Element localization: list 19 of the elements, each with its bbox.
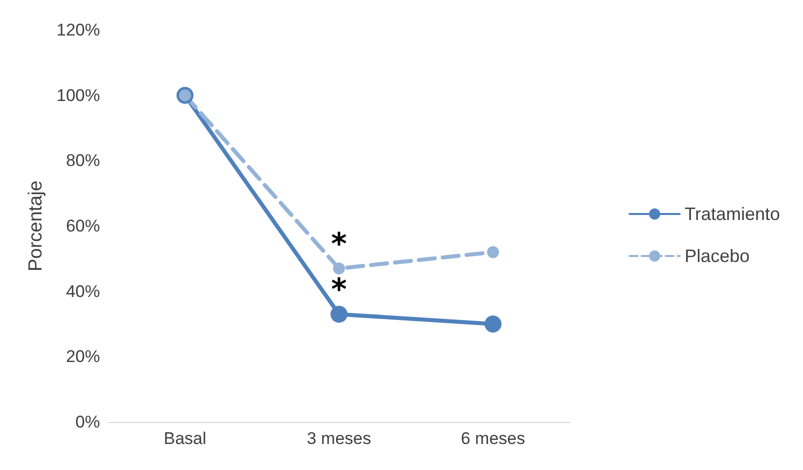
- x-tick-label: Basal: [164, 429, 206, 448]
- annotation: *: [331, 226, 348, 262]
- legend-label: Placebo: [684, 246, 750, 266]
- point: [484, 316, 502, 332]
- point: [487, 246, 499, 258]
- y-tick-label: 20%: [66, 347, 100, 366]
- point: [333, 262, 345, 274]
- point: [330, 306, 348, 323]
- x-tick-label: 3 meses: [306, 429, 372, 448]
- x-tick-label: 6 meses: [460, 429, 526, 448]
- annotation: *: [331, 272, 348, 308]
- y-tick-label: 80%: [66, 151, 100, 170]
- y-tick-label: 120%: [56, 20, 100, 40]
- y-tick-label: 100%: [56, 86, 100, 105]
- y-axis-title: Porcentaje: [26, 180, 47, 272]
- y-tick-label: 60%: [66, 216, 100, 236]
- y-tick-label: 0%: [75, 412, 100, 432]
- y-tick-label: 40%: [66, 282, 100, 301]
- legend-label: Tratamiento: [684, 204, 780, 224]
